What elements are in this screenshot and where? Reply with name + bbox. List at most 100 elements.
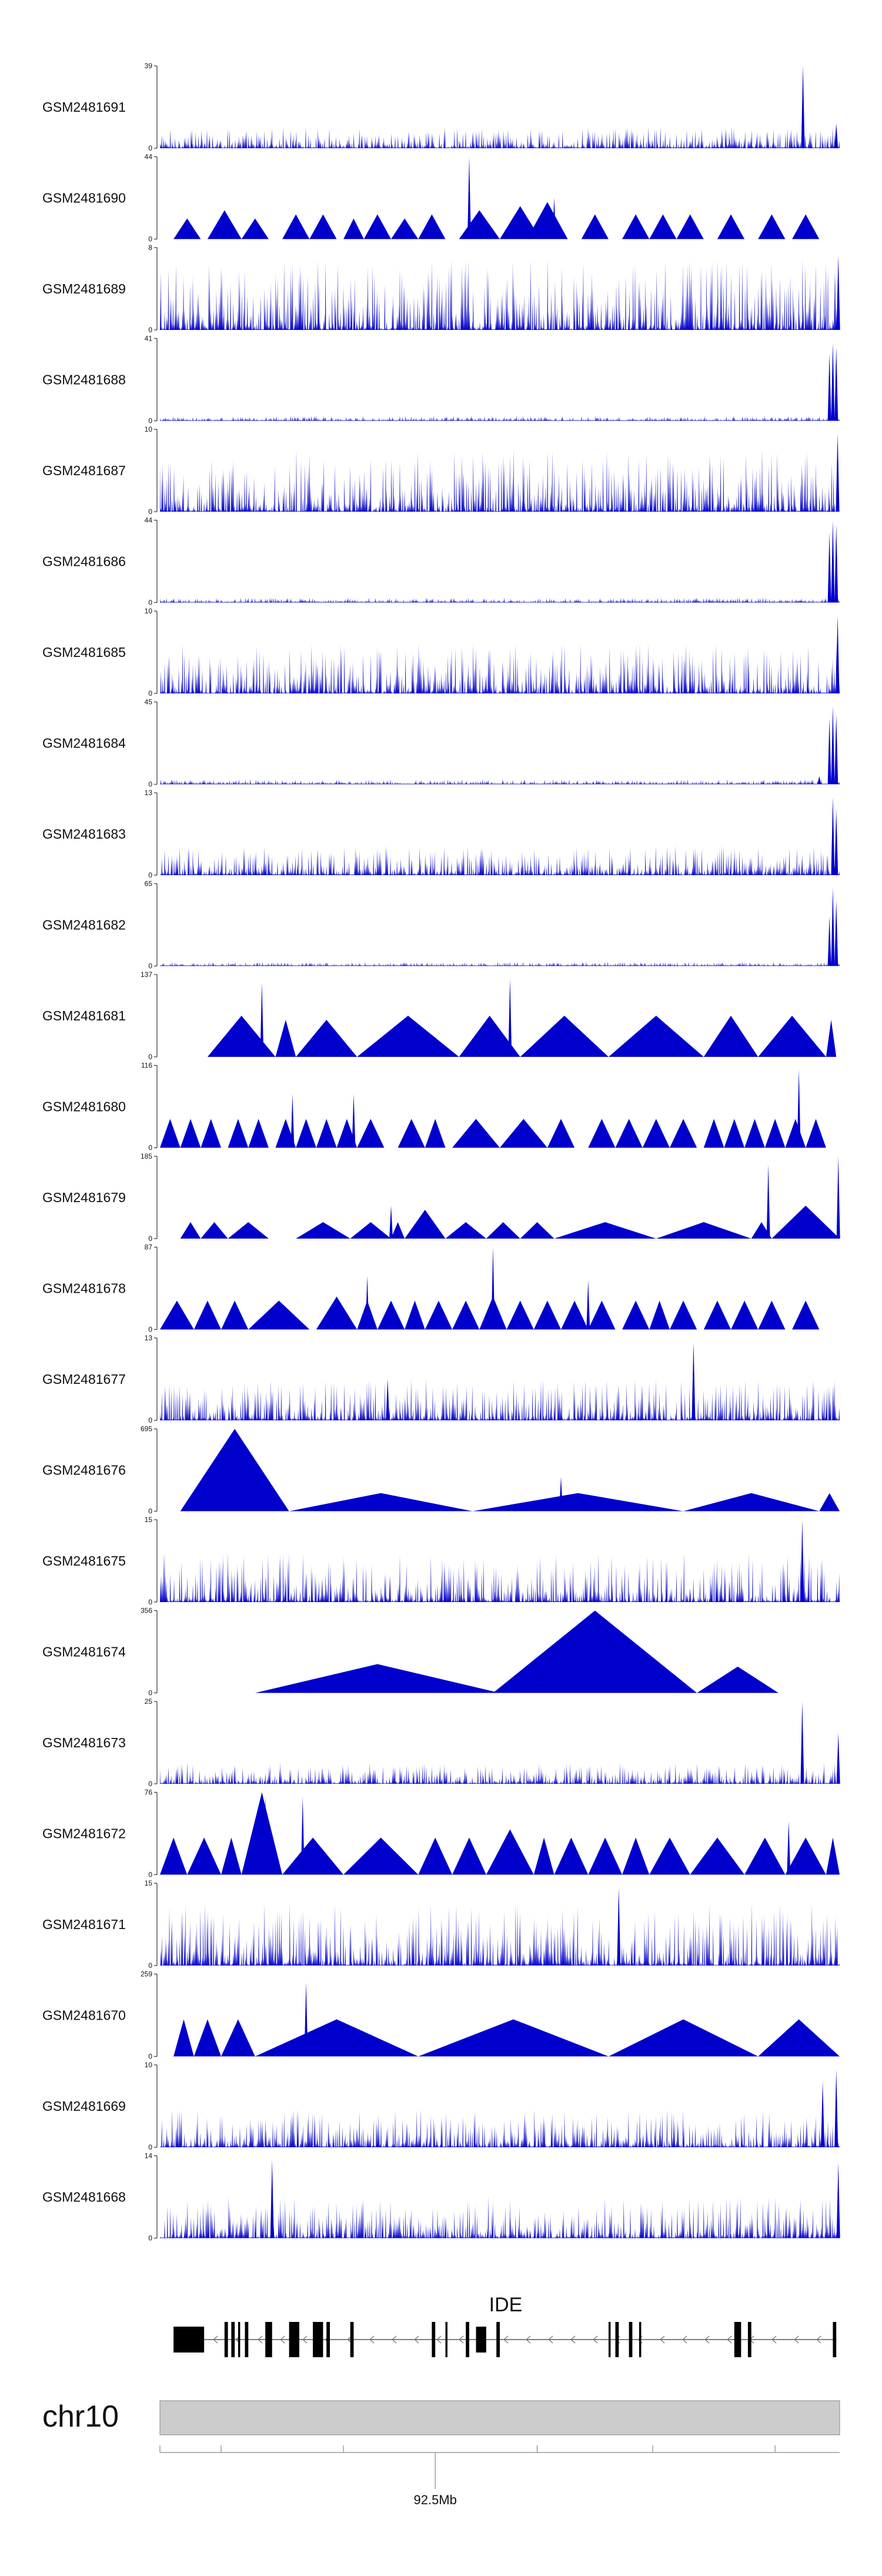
track-label: GSM2481686 — [42, 554, 126, 569]
coverage-triangle — [581, 214, 609, 239]
coverage-triangle — [193, 2019, 222, 2057]
gene-exon — [445, 2322, 447, 2357]
y-axis-max-label: 13 — [145, 1334, 153, 1342]
track-label: GSM2481682 — [42, 917, 126, 933]
coverage-triangle — [533, 1837, 554, 1875]
coverage-peak — [800, 1701, 804, 1784]
track-label: GSM2481677 — [42, 1372, 126, 1387]
coverage-peak — [691, 1342, 696, 1420]
coverage-triangle — [764, 1119, 786, 1148]
gene-exon — [608, 2322, 611, 2357]
gene-name-label: IDE — [489, 2294, 523, 2316]
y-axis-min-label: 0 — [148, 1961, 152, 1970]
coverage-triangle — [506, 1300, 534, 1330]
strand-arrow — [302, 2335, 308, 2344]
coverage-triangle — [758, 214, 786, 239]
coverage-triangle — [561, 1300, 589, 1330]
coverage-peak — [467, 156, 471, 239]
track-GSM2481688: GSM2481688 41 0 — [42, 335, 840, 425]
strand-arrow — [727, 2335, 732, 2344]
gene-exon — [833, 2322, 837, 2357]
track-GSM2481691: GSM2481691 39 0 — [42, 62, 840, 152]
gene-exon — [326, 2322, 330, 2357]
coverage-peak — [821, 2081, 825, 2147]
coverage-triangle — [771, 1206, 840, 1239]
strand-arrow — [816, 2335, 821, 2344]
coverage-triangle — [363, 214, 392, 239]
y-axis-max-label: 137 — [141, 970, 152, 979]
track-label: GSM2481668 — [42, 2190, 126, 2205]
coverage-peak — [270, 2160, 274, 2238]
coverage-triangle — [445, 1222, 486, 1239]
y-axis-min-label: 0 — [148, 1416, 152, 1424]
coverage-triangle — [418, 214, 446, 239]
coverage-triangle — [533, 1300, 562, 1330]
y-axis-max-label: 87 — [145, 1243, 153, 1252]
coverage-peak — [352, 1094, 356, 1148]
coverage-triangle — [785, 1837, 826, 1875]
y-axis-min-label: 0 — [148, 1871, 152, 1879]
track-GSM2481675: GSM2481675 15 0 — [42, 1516, 840, 1606]
chromosome-axis: chr10 92.5Mb — [42, 2400, 840, 2507]
coverage-triangle — [819, 1493, 840, 1511]
coverage-triangle — [282, 214, 310, 239]
strand-arrow — [660, 2335, 665, 2344]
y-axis-max-label: 25 — [145, 1697, 153, 1706]
track-label: GSM2481691 — [42, 99, 126, 115]
track-label: GSM2481674 — [42, 1644, 126, 1660]
coverage-peak — [263, 1796, 268, 1875]
coverage-triangle — [391, 1222, 405, 1239]
track-label: GSM2481672 — [42, 1826, 126, 1841]
coverage-triangle — [500, 206, 541, 239]
y-axis-max-label: 14 — [145, 2152, 153, 2160]
coverage-triangle — [201, 1119, 222, 1148]
coverage-area — [160, 598, 840, 603]
coverage-triangle — [826, 1020, 837, 1057]
coverage-triangle — [703, 1300, 731, 1330]
y-axis-max-label: 65 — [145, 880, 153, 888]
y-axis-min-label: 0 — [148, 689, 152, 698]
coverage-area — [160, 1551, 840, 1602]
coverage-triangle — [703, 1119, 724, 1148]
gene-exon — [245, 2322, 249, 2357]
y-axis-max-label: 39 — [145, 62, 153, 70]
track-label: GSM2481676 — [42, 1463, 126, 1478]
y-axis-min-label: 0 — [148, 1144, 152, 1152]
coverage-triangle — [642, 1119, 670, 1148]
gene-exon — [173, 2327, 205, 2353]
coverage-triangle — [472, 1493, 684, 1511]
track-GSM2481682: GSM2481682 65 0 — [42, 880, 840, 970]
y-axis-min-label: 0 — [148, 508, 152, 516]
coverage-triangle — [316, 1296, 358, 1330]
gene-exon — [629, 2322, 633, 2357]
coverage-triangle — [296, 1020, 358, 1057]
coverage-triangle — [221, 1300, 249, 1330]
y-axis-min-label: 0 — [148, 962, 152, 970]
coverage-triangle — [452, 1300, 480, 1330]
coverage-triangle — [221, 2019, 255, 2057]
coverage-triangle — [588, 1119, 616, 1148]
track-GSM2481671: GSM2481671 15 0 — [42, 1879, 840, 1970]
coverage-triangle — [724, 1119, 745, 1148]
coverage-triangle — [357, 1016, 459, 1057]
y-axis-max-label: 13 — [145, 789, 153, 797]
coverage-peak — [836, 1156, 840, 1239]
coverage-triangle — [241, 218, 269, 239]
coverage-triangle — [622, 1300, 650, 1330]
coverage-triangle — [391, 218, 419, 239]
coverage-triangle — [622, 1837, 650, 1875]
coverage-triangle — [296, 1222, 350, 1239]
y-axis-max-label: 259 — [141, 1970, 152, 1978]
coverage-peak — [827, 718, 831, 785]
track-GSM2481679: GSM2481679 185 0 — [42, 1152, 840, 1243]
gene-exon — [432, 2322, 436, 2357]
coverage-peak — [831, 797, 835, 875]
track-label: GSM2481681 — [42, 1008, 126, 1023]
coverage-peak — [834, 346, 838, 421]
track-GSM2481669: GSM2481669 10 0 — [42, 2061, 840, 2151]
coverage-triangle — [697, 1666, 779, 1693]
coverage-triangle — [255, 1664, 500, 1693]
coverage-triangle — [248, 1300, 310, 1330]
